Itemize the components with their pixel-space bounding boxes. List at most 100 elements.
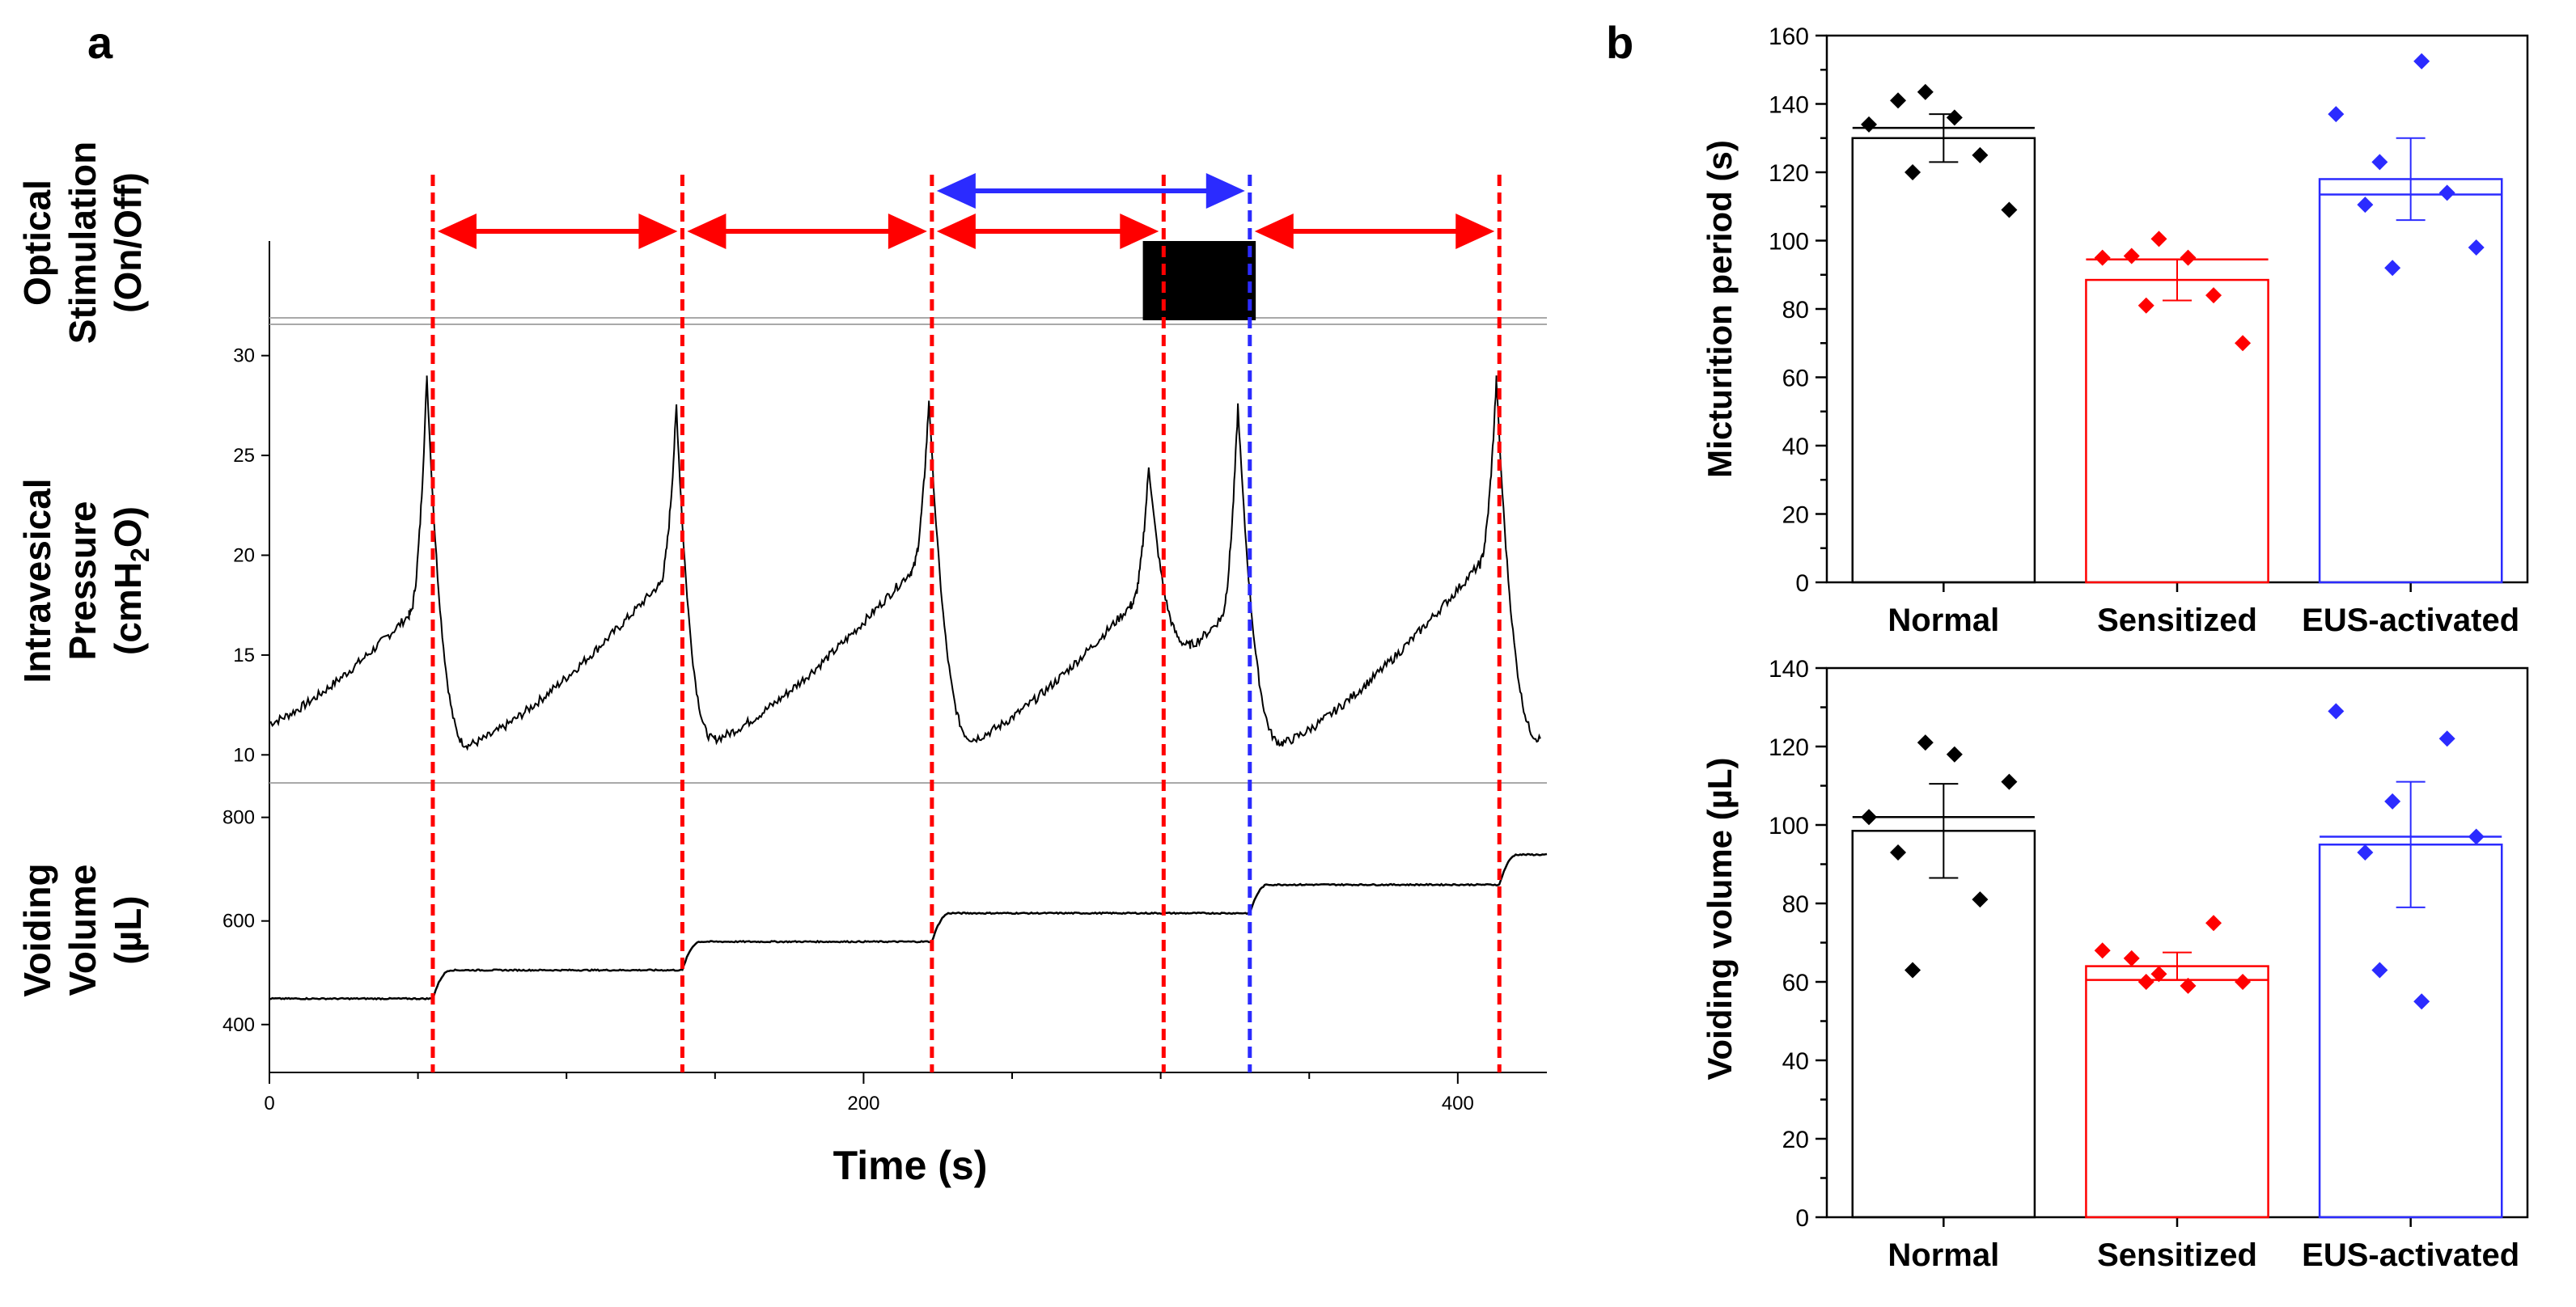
micturition-data-point	[2094, 249, 2111, 266]
voiding-data-point	[1972, 891, 1989, 908]
pressure-label-line-3: (cmH2O)	[107, 506, 155, 655]
micturition-y-tick-label: 100	[1769, 229, 1809, 256]
voiding-y-tick-label: 60	[1782, 970, 1809, 996]
micturition-period-chart: Micturition period (s) 0 20 40 60 80 100 120 14…	[1701, 23, 2529, 638]
voiding-category-label: Normal	[1888, 1237, 1999, 1273]
red-interval-arrow-head-right	[888, 214, 927, 249]
voiding-y-tick-label: 100	[1769, 813, 1809, 840]
voiding-data-point	[2438, 730, 2455, 747]
voiding-bar	[2085, 965, 2269, 1219]
panel-a-trace-layer	[269, 375, 1548, 1000]
blue-interval-arrow-head-left	[936, 173, 976, 209]
micturition-data-point	[1946, 109, 1963, 126]
pressure-label-line-1: Intravesical	[16, 478, 58, 683]
stim-label-line-2: Stimulation	[61, 142, 104, 344]
voiding-y-tick-label: 80	[1782, 891, 1809, 918]
voiding-category-label: Sensitized	[2097, 1237, 2257, 1273]
voiding-data-point	[2357, 844, 2374, 861]
pressure-tick-label: 30	[233, 345, 255, 367]
micturition-y-tick-label: 80	[1782, 297, 1809, 324]
voiding-data-point	[1917, 734, 1934, 751]
red-interval-arrow-head-left	[1254, 214, 1294, 249]
voiding-plot-frame	[1825, 666, 2529, 1219]
intravesical-pressure-trace	[269, 375, 1541, 751]
stim-label-line-3: (On/Off)	[107, 172, 149, 313]
panel-a-ticks: 10 15 20 25 30 400 600 800 0 200 400	[222, 345, 1474, 1115]
panel-a-marker-layer	[430, 173, 1502, 1072]
pressure-tick-label: 20	[233, 545, 255, 567]
time-tick-label: 0	[264, 1093, 274, 1115]
voiding-volume-trace	[269, 852, 1548, 1000]
stimulation-on-block	[1142, 241, 1256, 320]
micturition-y-tick-label: 140	[1769, 92, 1809, 119]
micturition-data-point	[2357, 197, 2374, 214]
micturition-plot-frame	[1825, 34, 2529, 584]
time-tick-label: 200	[847, 1093, 879, 1115]
micturition-data-point	[2413, 53, 2430, 70]
blue-interval-arrow-head-right	[1205, 173, 1245, 209]
micturition-data-point	[1917, 83, 1934, 100]
micturition-category-label: EUS-activated	[2302, 603, 2519, 638]
voiding-y-tick-label: 0	[1795, 1205, 1809, 1232]
micturition-plot-layer: 0 20 40 60 80 100 120 140 160 Normal Sensitized EUS…	[1769, 23, 2529, 638]
micturition-data-point	[2180, 249, 2197, 266]
volume-label-line-2: Volume	[61, 865, 104, 996]
micturition-y-tick-label: 40	[1782, 434, 1809, 460]
pressure-unit-a: (cmH	[107, 562, 149, 655]
micturition-data-point	[2384, 260, 2401, 277]
micturition-data-point	[1890, 92, 1907, 109]
panel-a-traces: Optical Stimulation (On/Off) Intravesica…	[16, 142, 1548, 1188]
voiding-data-point	[2328, 703, 2345, 720]
voiding-data-point	[2150, 966, 2167, 983]
voiding-y-tick-label: 120	[1769, 734, 1809, 761]
voiding-data-point	[2094, 942, 2111, 959]
volume-tick-label: 600	[222, 911, 255, 933]
volume-tick-label: 400	[222, 1014, 255, 1036]
stimulation-block-layer	[1142, 241, 1256, 320]
voiding-data-point	[2001, 773, 2018, 790]
volume-tick-label: 800	[222, 807, 255, 829]
micturition-y-tick-label: 20	[1782, 502, 1809, 529]
voiding-data-point	[1904, 962, 1921, 979]
voiding-bar	[1851, 830, 2036, 1219]
voiding-data-point	[1946, 746, 1963, 763]
voiding-data-point	[2235, 974, 2252, 990]
micturition-data-point	[2137, 297, 2154, 314]
voiding-y-tick-label: 140	[1769, 656, 1809, 683]
red-interval-arrow-head-right	[638, 214, 678, 249]
voiding-data-point	[2413, 993, 2430, 1010]
micturition-data-point	[1861, 116, 1878, 133]
micturition-y-tick-label: 0	[1795, 570, 1809, 597]
red-interval-arrow-head-left	[687, 214, 727, 249]
micturition-y-tick-label: 160	[1769, 23, 1809, 50]
micturition-category-label: Sensitized	[2097, 603, 2257, 638]
voiding-category-label: EUS-activated	[2302, 1237, 2519, 1273]
voiding-plot-layer: 0 20 40 60 80 100 120 140 Normal Sensitized EUS-ac…	[1769, 656, 2529, 1273]
micturition-y-axis-label: Micturition period (s)	[1701, 140, 1739, 478]
pressure-unit-sub: 2	[125, 548, 155, 562]
voiding-y-tick-label: 20	[1782, 1127, 1809, 1153]
panel-a-x-axis-label: Time (s)	[833, 1143, 988, 1188]
pressure-unit-b: O)	[107, 506, 149, 548]
pressure-label-line-2: Pressure	[61, 501, 104, 661]
voiding-data-point	[1890, 844, 1907, 861]
time-tick-label: 400	[1442, 1093, 1474, 1115]
stim-label-line-1: Optical	[16, 180, 58, 306]
micturition-data-point	[1972, 146, 1989, 163]
micturition-bar	[2318, 178, 2503, 584]
voiding-data-point	[2468, 828, 2485, 845]
volume-label-line-3: (µL)	[107, 895, 149, 964]
micturition-data-point	[2328, 106, 2345, 123]
voiding-data-point	[1861, 809, 1878, 826]
voiding-volume-chart: Voiding volume (µL) 0 20 40 60 80 100 120 140 No…	[1701, 656, 2529, 1273]
micturition-data-point	[2150, 231, 2167, 247]
micturition-data-point	[2123, 247, 2140, 264]
micturition-data-point	[2468, 239, 2485, 256]
panel-label-a: a	[87, 17, 113, 68]
red-interval-arrow-head-right	[1120, 214, 1159, 249]
voiding-y-tick-label: 40	[1782, 1048, 1809, 1075]
voiding-data-point	[2384, 793, 2401, 810]
pressure-tick-label: 25	[233, 445, 255, 467]
pressure-tick-label: 10	[233, 744, 255, 766]
